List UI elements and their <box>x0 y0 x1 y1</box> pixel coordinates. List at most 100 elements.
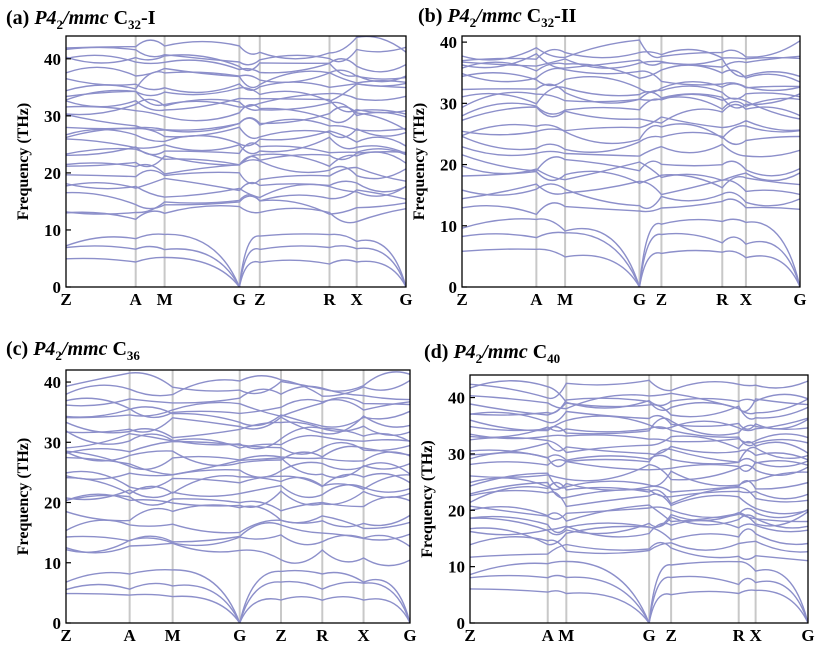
band-line <box>470 392 808 413</box>
band-line <box>470 489 808 515</box>
band-line <box>66 166 406 185</box>
x-tick-label-G: G <box>403 626 416 645</box>
band-line <box>66 440 410 455</box>
acoustic-branch <box>66 256 406 287</box>
band-line <box>470 442 808 461</box>
band-line <box>66 450 410 471</box>
band-line <box>462 48 800 62</box>
band-line <box>462 123 800 145</box>
band-line <box>66 128 406 147</box>
band-line <box>470 505 808 520</box>
y-tick-label: 20 <box>448 501 465 520</box>
space-group-rest: /mmc <box>61 7 109 29</box>
x-tick-label-X: X <box>740 290 753 309</box>
space-group: P4 <box>446 5 469 27</box>
band-line <box>66 415 410 435</box>
space-group: P4 <box>452 341 475 363</box>
band-line <box>462 161 800 182</box>
element: C <box>522 5 541 27</box>
band-line <box>66 83 406 103</box>
bands <box>470 379 808 623</box>
band-line <box>66 461 410 480</box>
band-line <box>462 91 800 110</box>
band-line <box>470 397 808 416</box>
x-tick-label-R: R <box>323 290 336 309</box>
acoustic-branch <box>462 248 800 287</box>
band-line <box>66 421 410 439</box>
x-tick-label-M: M <box>157 290 173 309</box>
element: C <box>109 7 128 29</box>
band-line <box>470 451 808 466</box>
band-line <box>66 36 406 60</box>
band-line <box>66 490 410 508</box>
band-line <box>462 183 800 210</box>
band-line <box>462 58 800 78</box>
y-tick-label: 40 <box>44 50 61 69</box>
band-line <box>470 504 808 523</box>
band-line <box>470 435 808 454</box>
band-line <box>66 474 410 495</box>
band-line <box>66 484 410 501</box>
band-line <box>66 78 406 94</box>
band-line <box>462 67 800 92</box>
y-tick-label: 30 <box>44 107 61 126</box>
band-line <box>66 396 410 419</box>
y-tick-label: 40 <box>440 33 457 52</box>
acoustic-branch <box>66 245 406 287</box>
x-tick-label-Z: Z <box>60 626 71 645</box>
panel-title: (d) P42/mmc C40 <box>424 341 560 366</box>
band-line <box>470 379 808 400</box>
plot-frame <box>461 35 801 288</box>
band-line <box>462 83 800 104</box>
element-subscript: 40 <box>547 351 560 366</box>
element-subscript: 36 <box>127 348 141 363</box>
y-tick-label: 10 <box>44 221 61 240</box>
band-line <box>470 463 808 482</box>
panel-label: (c) <box>6 338 33 360</box>
band-line <box>470 536 808 555</box>
band-line <box>66 375 410 397</box>
x-tick-label-R: R <box>316 626 329 645</box>
space-group: P4 <box>32 338 55 360</box>
x-tick-label-A: A <box>530 290 543 309</box>
band-line <box>462 154 800 177</box>
x-tick-label-G: G <box>233 290 246 309</box>
y-tick-label: 30 <box>448 445 465 464</box>
band-line <box>462 93 800 120</box>
space-group-subscript: 2 <box>55 348 62 363</box>
panel-label: (a) <box>6 7 34 29</box>
plot-frame <box>469 374 809 624</box>
y-tick-label: 0 <box>53 614 62 633</box>
element-subscript: 32 <box>128 17 141 32</box>
band-line <box>66 397 410 419</box>
band-line <box>66 147 406 166</box>
x-tick-label-Z: Z <box>254 290 265 309</box>
acoustic-branch <box>66 592 410 623</box>
x-tick-label-X: X <box>357 626 370 645</box>
y-tick-label: 0 <box>449 278 458 297</box>
band-line <box>66 136 406 155</box>
bands <box>66 371 410 623</box>
x-tick-label-X: X <box>351 290 364 309</box>
band-line <box>462 116 800 136</box>
y-tick-label: 10 <box>44 554 61 573</box>
x-tick-label-M: M <box>557 290 573 309</box>
space-group-rest: /mmc <box>480 341 528 363</box>
element: C <box>107 338 126 360</box>
band-line <box>462 198 800 216</box>
band-line <box>66 432 410 449</box>
y-axis-label: Frequency (THz) <box>411 103 428 220</box>
band-line <box>470 410 808 430</box>
band-line <box>470 446 808 468</box>
band-line <box>470 519 808 538</box>
y-axis-label: Frequency (THz) <box>15 438 32 555</box>
space-group-subscript: 2 <box>476 351 483 366</box>
x-tick-label-A: A <box>130 290 143 309</box>
x-tick-label-G: G <box>801 626 814 645</box>
x-tick-label-Z: Z <box>60 290 71 309</box>
band-line <box>470 525 808 546</box>
y-tick-label: 40 <box>44 373 61 392</box>
band-line <box>66 522 410 543</box>
